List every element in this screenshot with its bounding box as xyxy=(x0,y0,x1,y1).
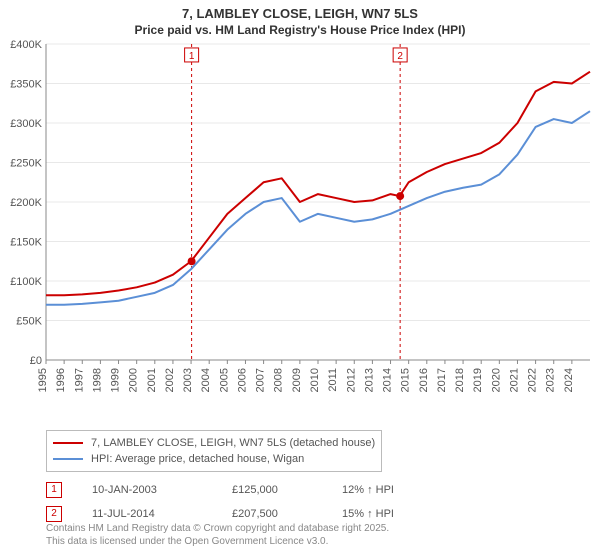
svg-text:2023: 2023 xyxy=(545,368,557,392)
legend-item: HPI: Average price, detached house, Wiga… xyxy=(53,451,375,467)
svg-text:2008: 2008 xyxy=(273,368,285,392)
svg-text:2015: 2015 xyxy=(400,368,412,392)
title-main: 7, LAMBLEY CLOSE, LEIGH, WN7 5LS xyxy=(0,0,600,21)
sale-date: 10-JAN-2003 xyxy=(92,484,202,496)
svg-text:2013: 2013 xyxy=(363,368,375,392)
svg-text:1: 1 xyxy=(189,51,195,62)
sale-price: £207,500 xyxy=(232,508,312,520)
sale-row: 2 11-JUL-2014 £207,500 15% ↑ HPI xyxy=(46,506,586,522)
svg-text:£300K: £300K xyxy=(10,118,42,130)
footer-line-2: This data is licensed under the Open Gov… xyxy=(46,535,389,548)
svg-text:2011: 2011 xyxy=(327,368,339,392)
svg-text:2001: 2001 xyxy=(146,368,158,392)
legend-box: 7, LAMBLEY CLOSE, LEIGH, WN7 5LS (detach… xyxy=(46,430,382,472)
svg-text:2022: 2022 xyxy=(527,368,539,392)
svg-text:2024: 2024 xyxy=(563,368,575,392)
svg-text:£400K: £400K xyxy=(10,40,42,51)
svg-text:2017: 2017 xyxy=(436,368,448,392)
svg-text:2018: 2018 xyxy=(454,368,466,392)
svg-text:£350K: £350K xyxy=(10,79,42,91)
legend-item: 7, LAMBLEY CLOSE, LEIGH, WN7 5LS (detach… xyxy=(53,435,375,451)
footer-notes: Contains HM Land Registry data © Crown c… xyxy=(46,522,389,548)
chart-container: 7, LAMBLEY CLOSE, LEIGH, WN7 5LS Price p… xyxy=(0,0,600,560)
svg-text:2006: 2006 xyxy=(236,368,248,392)
svg-text:2009: 2009 xyxy=(291,368,303,392)
sale-date: 11-JUL-2014 xyxy=(92,508,202,520)
sale-badge: 2 xyxy=(46,506,62,522)
svg-text:£0: £0 xyxy=(30,355,42,367)
sale-delta: 12% ↑ HPI xyxy=(342,484,442,496)
svg-text:2016: 2016 xyxy=(418,368,430,392)
legend-swatch xyxy=(53,458,83,460)
title-sub: Price paid vs. HM Land Registry's House … xyxy=(0,21,600,37)
svg-text:£250K: £250K xyxy=(10,158,42,170)
sale-price: £125,000 xyxy=(232,484,312,496)
svg-text:2: 2 xyxy=(397,51,403,62)
svg-text:2014: 2014 xyxy=(382,368,394,392)
sale-badge: 1 xyxy=(46,482,62,498)
svg-text:2021: 2021 xyxy=(508,368,520,392)
line-chart-svg: £0 £50K £100K £150K £200K £250K £300K £350K £400… xyxy=(0,40,600,420)
svg-text:2007: 2007 xyxy=(255,368,267,392)
sales-list: 1 10-JAN-2003 £125,000 12% ↑ HPI 2 11-JUL-201… xyxy=(46,482,586,522)
footer-line-1: Contains HM Land Registry data © Crown c… xyxy=(46,522,389,535)
svg-text:1998: 1998 xyxy=(91,368,103,392)
svg-text:£200K: £200K xyxy=(10,197,42,209)
chart: £0 £50K £100K £150K £200K £250K £300K £350K £400… xyxy=(0,40,600,420)
legend-label: HPI: Average price, detached house, Wiga… xyxy=(91,451,304,467)
legend-panel: 7, LAMBLEY CLOSE, LEIGH, WN7 5LS (detach… xyxy=(46,430,586,530)
svg-text:£150K: £150K xyxy=(10,237,42,249)
svg-text:2020: 2020 xyxy=(490,368,502,392)
sale-row: 1 10-JAN-2003 £125,000 12% ↑ HPI xyxy=(46,482,586,498)
svg-text:2010: 2010 xyxy=(309,368,321,392)
svg-text:£100K: £100K xyxy=(10,276,42,288)
svg-text:2019: 2019 xyxy=(472,368,484,392)
legend-label: 7, LAMBLEY CLOSE, LEIGH, WN7 5LS (detach… xyxy=(91,435,375,451)
svg-text:2002: 2002 xyxy=(164,368,176,392)
svg-text:1999: 1999 xyxy=(110,368,122,392)
svg-text:1996: 1996 xyxy=(55,368,67,392)
svg-text:£50K: £50K xyxy=(16,316,42,328)
svg-text:1995: 1995 xyxy=(37,368,49,392)
sale-delta: 15% ↑ HPI xyxy=(342,508,442,520)
svg-text:1997: 1997 xyxy=(73,368,85,392)
svg-text:2012: 2012 xyxy=(345,368,357,392)
svg-text:2005: 2005 xyxy=(218,368,230,392)
svg-text:2003: 2003 xyxy=(182,368,194,392)
legend-swatch xyxy=(53,442,83,444)
svg-text:2000: 2000 xyxy=(128,368,140,392)
svg-text:2004: 2004 xyxy=(200,368,212,392)
